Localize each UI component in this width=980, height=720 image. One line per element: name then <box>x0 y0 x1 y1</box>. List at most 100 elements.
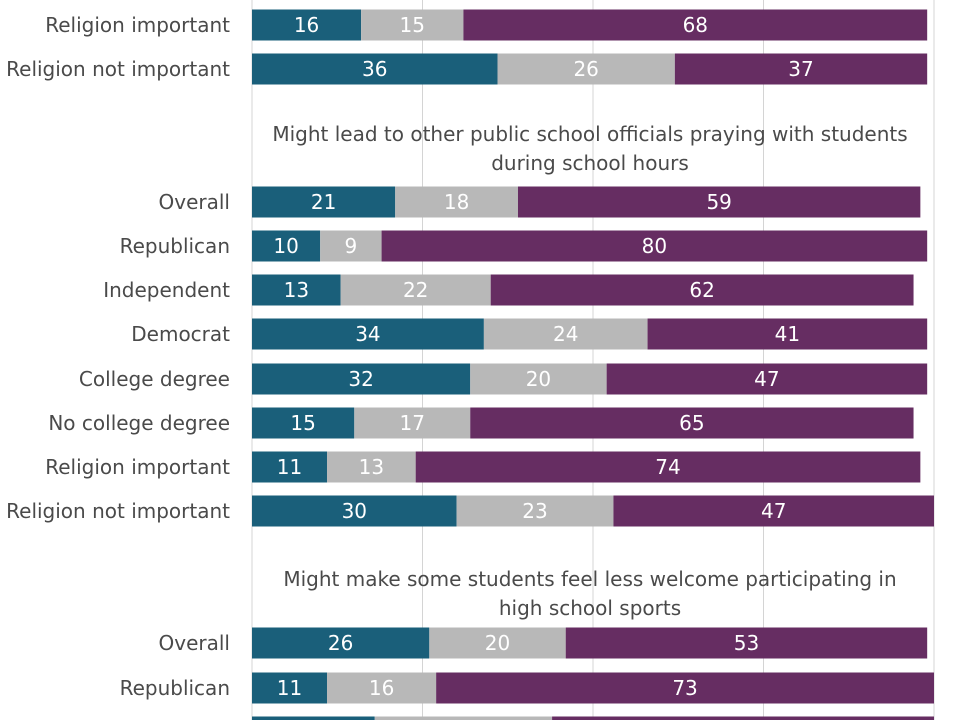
bar-row: Democrat 34 24 41 <box>131 318 928 350</box>
category-label: Religion important <box>45 455 230 479</box>
category-label: Overall <box>159 631 230 655</box>
bar-segment <box>252 451 328 483</box>
data-label: 16 <box>369 676 394 700</box>
category-label: Religion important <box>45 13 230 37</box>
data-label: 23 <box>522 499 547 523</box>
bar-row: No college degree 15 17 65 <box>48 407 914 439</box>
data-label: 30 <box>342 499 367 523</box>
data-label: 47 <box>754 367 779 391</box>
group-2: Might make some students feel less welco… <box>120 567 934 720</box>
data-label: 24 <box>553 322 578 346</box>
category-label: Republican <box>120 676 230 700</box>
bar-row: Independent 13 22 62 <box>103 274 914 306</box>
group-1: Might lead to other public school offici… <box>6 122 934 527</box>
bar-segment <box>565 627 928 659</box>
section-title: Might lead to other public school offici… <box>272 122 907 146</box>
bar-segment <box>252 363 471 395</box>
bar-segment <box>252 186 396 218</box>
category-label: Overall <box>159 190 230 214</box>
bar-row: Religion not important 30 23 47 <box>6 495 934 527</box>
bar-segment <box>252 53 498 85</box>
data-label: 74 <box>655 455 680 479</box>
category-label: Independent <box>103 278 230 302</box>
bar-row: Overall 21 18 59 <box>159 186 921 218</box>
data-label: 26 <box>573 57 598 81</box>
bar-segment <box>252 9 362 41</box>
category-label: Democrat <box>131 322 230 346</box>
bar-segment <box>252 627 430 659</box>
data-label: 36 <box>362 57 387 81</box>
category-label: Republican <box>120 234 230 258</box>
gridlines <box>251 0 935 720</box>
bar-segment <box>463 9 928 41</box>
data-label: 80 <box>642 234 667 258</box>
section-title: Might make some students feel less welco… <box>283 567 896 591</box>
data-label: 11 <box>277 676 302 700</box>
bar-segment <box>252 672 328 704</box>
bar-segment <box>674 53 928 85</box>
bar-row: 182656 <box>252 716 934 720</box>
data-label: 21 <box>311 190 336 214</box>
group-0: Religion important 16 15 68 Religion not imp… <box>6 9 928 85</box>
data-label: 20 <box>485 631 510 655</box>
bar-segment <box>374 716 553 720</box>
section-title: during school hours <box>491 151 689 175</box>
category-label: College degree <box>79 367 230 391</box>
bar-segment <box>252 230 321 262</box>
bar-row: Republican 11 16 73 <box>120 672 934 704</box>
data-label: 22 <box>403 278 428 302</box>
bar-segment <box>647 318 928 350</box>
data-label: 9 <box>345 234 358 258</box>
data-label: 17 <box>400 411 425 435</box>
data-label: 18 <box>444 190 469 214</box>
bar-segment <box>340 274 491 306</box>
bar-row: College degree 32 20 47 <box>79 363 928 395</box>
bar-segment <box>613 495 934 527</box>
bar-segment <box>497 53 675 85</box>
bar-segment <box>361 9 464 41</box>
bar-segment <box>252 274 341 306</box>
bar-segment <box>327 451 416 483</box>
data-label: 41 <box>775 322 800 346</box>
bar-segment <box>429 627 566 659</box>
bar-segment <box>395 186 518 218</box>
data-label: 11 <box>277 455 302 479</box>
data-label: 47 <box>761 499 786 523</box>
section-title: high school sports <box>499 596 681 620</box>
bar-segment <box>436 672 934 704</box>
bar-segment <box>415 451 921 483</box>
data-label: 16 <box>294 13 319 37</box>
data-label: 53 <box>734 631 759 655</box>
bar-segment <box>517 186 921 218</box>
bar-segment <box>552 716 934 720</box>
bar-segment <box>252 716 375 720</box>
bar-row: Religion important 16 15 68 <box>45 9 928 41</box>
data-label: 32 <box>348 367 373 391</box>
data-label: 34 <box>355 322 380 346</box>
bar-row: Religion important 11 13 74 <box>45 451 921 483</box>
data-label: 15 <box>400 13 425 37</box>
bar-segment <box>606 363 928 395</box>
data-label: 13 <box>284 278 309 302</box>
bar-segment <box>470 363 607 395</box>
bar-row: Republican 10 9 80 <box>120 230 928 262</box>
bar-segment <box>490 274 914 306</box>
data-label: 59 <box>706 190 731 214</box>
data-label: 68 <box>683 13 708 37</box>
data-label: 37 <box>788 57 813 81</box>
bar-segment <box>456 495 614 527</box>
category-label: Religion not important <box>6 499 230 523</box>
bar-segment <box>354 407 471 439</box>
category-label: No college degree <box>48 411 230 435</box>
data-label: 20 <box>526 367 551 391</box>
category-label: Religion not important <box>6 57 230 81</box>
data-label: 65 <box>679 411 704 435</box>
bar-segment <box>381 230 928 262</box>
data-label: 73 <box>672 676 697 700</box>
data-label: 13 <box>359 455 384 479</box>
bar-segment <box>483 318 648 350</box>
bar-segment <box>320 230 382 262</box>
bar-segment <box>252 407 355 439</box>
bar-row: Religion not important 36 26 37 <box>6 53 928 85</box>
